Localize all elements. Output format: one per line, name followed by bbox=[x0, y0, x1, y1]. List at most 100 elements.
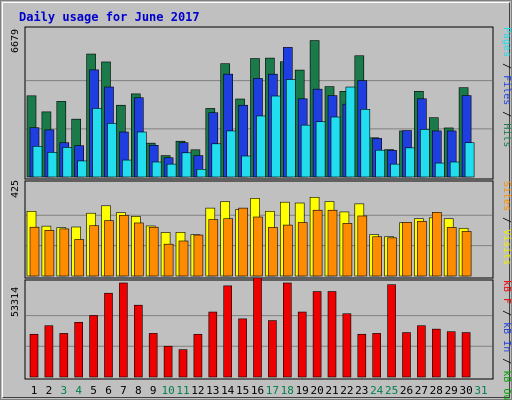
chart-title: Daily usage for June 2017 bbox=[19, 10, 200, 24]
bar-sites-day-11 bbox=[178, 240, 189, 277]
legend-top-item-1: / bbox=[501, 57, 512, 75]
mid-ymax-label: 425 bbox=[10, 180, 21, 198]
bar-sites-day-29 bbox=[446, 227, 457, 277]
bar-kbytes-f-day-17 bbox=[268, 320, 277, 378]
x-label-day-7: 7 bbox=[120, 384, 127, 397]
x-label-day-24: 24 bbox=[370, 384, 384, 397]
bar-pages-day-20 bbox=[315, 121, 326, 178]
bar-kbytes-f-day-20 bbox=[312, 291, 322, 378]
bar-sites-day-30 bbox=[461, 231, 472, 277]
bar-kbytes-f-day-14 bbox=[223, 285, 232, 378]
bar-sites-day-8 bbox=[134, 222, 144, 277]
legend-bot-item-2: kB In bbox=[501, 322, 512, 352]
bar-kbytes-f-day-9 bbox=[148, 333, 158, 378]
bar-kbytes-f-day-15 bbox=[238, 318, 247, 378]
bar-kbytes-f-day-23 bbox=[357, 333, 367, 378]
x-label-day-5: 5 bbox=[90, 384, 97, 397]
bar-kbytes-f-day-10 bbox=[163, 345, 173, 378]
bar-pages-day-15 bbox=[241, 155, 251, 178]
x-label-day-11: 11 bbox=[176, 384, 189, 397]
bar-sites-day-10 bbox=[163, 243, 174, 277]
bar-sites-day-17 bbox=[268, 227, 278, 277]
x-label-day-4: 4 bbox=[75, 384, 82, 397]
bar-sites-day-25 bbox=[387, 237, 397, 277]
bar-pages-day-17 bbox=[271, 95, 281, 178]
bar-kbytes-f-day-6 bbox=[104, 292, 113, 378]
bar-pages-day-29 bbox=[449, 161, 460, 178]
bar-sites-day-3 bbox=[59, 228, 70, 277]
bar-sites-day-24 bbox=[372, 236, 383, 277]
bar-pages-day-28 bbox=[434, 162, 445, 178]
bar-kbytes-f-day-21 bbox=[327, 291, 337, 378]
bar-kbytes-f-day-3 bbox=[59, 333, 69, 378]
bar-kbytes-f-day-1 bbox=[29, 333, 39, 378]
bar-sites-day-2 bbox=[44, 230, 55, 277]
bar-kbytes-f-day-22 bbox=[342, 313, 352, 378]
bar-sites-day-22 bbox=[342, 223, 353, 277]
legend-mid-item-0: Sites bbox=[501, 181, 512, 211]
bar-sites-day-4 bbox=[74, 239, 84, 277]
bar-sites-day-21 bbox=[327, 209, 338, 277]
x-label-day-26: 26 bbox=[400, 384, 413, 397]
bar-pages-day-19 bbox=[300, 124, 311, 178]
bar-kbytes-f-day-5 bbox=[89, 315, 98, 378]
bar-kbytes-f-day-27 bbox=[417, 325, 426, 378]
bar-pages-day-6 bbox=[107, 123, 117, 178]
x-label-day-3: 3 bbox=[60, 384, 67, 397]
bar-kbytes-f-day-25 bbox=[387, 284, 396, 378]
x-label-day-2: 2 bbox=[46, 384, 53, 397]
bar-pages-day-14 bbox=[226, 130, 236, 178]
legend-mid: Sites / Visits bbox=[501, 181, 512, 265]
legend-top-item-4: Hits bbox=[501, 123, 512, 147]
bar-kbytes-f-day-2 bbox=[44, 325, 54, 378]
bar-kbytes-f-day-16 bbox=[253, 277, 262, 378]
bar-sites-day-15 bbox=[238, 207, 248, 277]
bar-pages-day-30 bbox=[464, 142, 475, 178]
x-label-day-30: 30 bbox=[459, 384, 472, 397]
x-label-day-19: 19 bbox=[296, 384, 309, 397]
bar-pages-day-7 bbox=[122, 159, 132, 178]
x-label-day-22: 22 bbox=[340, 384, 353, 397]
x-label-day-13: 13 bbox=[206, 384, 219, 397]
bar-pages-day-8 bbox=[137, 131, 147, 178]
legend-top-item-0: Pages bbox=[501, 27, 512, 57]
x-label-day-20: 20 bbox=[310, 384, 323, 397]
bar-pages-day-1 bbox=[32, 146, 43, 178]
bar-sites-day-23 bbox=[357, 215, 368, 277]
bar-kbytes-f-day-7 bbox=[119, 282, 128, 378]
bar-pages-day-12 bbox=[196, 168, 207, 178]
bar-pages-day-16 bbox=[256, 115, 266, 178]
bar-sites-day-12 bbox=[193, 234, 204, 277]
x-label-day-6: 6 bbox=[105, 384, 112, 397]
legend-bot-item-1: / bbox=[501, 304, 512, 322]
bar-pages-day-9 bbox=[151, 161, 162, 178]
bar-sites-day-28 bbox=[431, 212, 442, 277]
bar-pages-day-2 bbox=[47, 152, 58, 178]
bar-sites-day-6 bbox=[104, 220, 114, 277]
x-label-day-25: 25 bbox=[385, 384, 398, 397]
bar-kbytes-f-day-18 bbox=[282, 282, 292, 378]
x-label-day-31: 31 bbox=[474, 384, 487, 397]
x-label-day-15: 15 bbox=[236, 384, 249, 397]
bar-sites-day-1 bbox=[29, 226, 40, 277]
bar-sites-day-13 bbox=[208, 219, 219, 277]
bar-pages-day-3 bbox=[62, 147, 73, 178]
x-label-day-21: 21 bbox=[325, 384, 338, 397]
bar-sites-day-16 bbox=[253, 216, 263, 277]
bar-kbytes-f-day-29 bbox=[446, 331, 456, 378]
x-label-day-16: 16 bbox=[251, 384, 264, 397]
bar-kbytes-f-day-11 bbox=[178, 349, 188, 378]
legend-bot: kB F / kB In / kB Out bbox=[501, 280, 512, 401]
legend-mid-item-2: Visits bbox=[501, 229, 512, 265]
legend-top: Pages / Files / Hits bbox=[501, 27, 512, 147]
bar-pages-day-4 bbox=[77, 160, 87, 178]
bot-ymax-label: 53314 bbox=[10, 287, 21, 317]
x-label-day-1: 1 bbox=[31, 384, 38, 397]
bar-kbytes-f-day-26 bbox=[402, 332, 411, 378]
bar-kbytes-f-day-4 bbox=[74, 321, 83, 378]
x-label-day-27: 27 bbox=[415, 384, 428, 397]
bar-kbytes-f-day-12 bbox=[193, 333, 203, 378]
bar-pages-day-13 bbox=[211, 143, 222, 178]
legend-mid-item-1: / bbox=[501, 211, 512, 229]
